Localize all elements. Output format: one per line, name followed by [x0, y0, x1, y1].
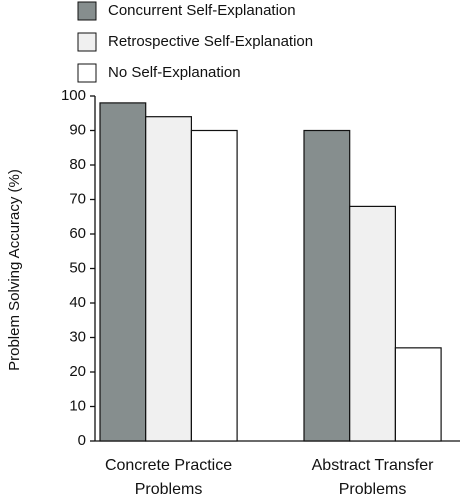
- y-tick-label: 30: [69, 328, 86, 345]
- y-tick-label: 40: [69, 294, 86, 311]
- legend-swatch: [77, 63, 97, 83]
- legend-label: Retrospective Self-Explanation: [108, 33, 313, 50]
- x-tick-label: Concrete Practice Problems: [105, 457, 232, 498]
- y-tick-label: 50: [69, 259, 86, 276]
- y-axis-label: Problem Solving Accuracy (%): [6, 169, 23, 371]
- y-tick-label: 90: [69, 121, 86, 138]
- y-tick-label: 80: [69, 156, 86, 173]
- y-tick-label: 10: [69, 397, 86, 414]
- y-tick-label: 100: [61, 87, 86, 104]
- legend-swatch: [77, 1, 97, 21]
- y-tick-label: 70: [69, 190, 86, 207]
- legend-label: No Self-Explanation: [108, 64, 241, 81]
- y-tick-label: 60: [69, 225, 86, 242]
- y-tick-label: 0: [78, 432, 86, 449]
- bar: [349, 205, 397, 442]
- x-tick-label: Abstract Transfer Problems: [312, 457, 434, 498]
- legend-swatch: [77, 32, 97, 52]
- bar: [99, 102, 147, 442]
- bar: [190, 129, 238, 442]
- bar: [394, 347, 442, 442]
- bar: [145, 116, 192, 442]
- y-tick-label: 20: [69, 363, 86, 380]
- bar: [303, 129, 351, 442]
- legend-label: Concurrent Self-Explanation: [108, 2, 296, 19]
